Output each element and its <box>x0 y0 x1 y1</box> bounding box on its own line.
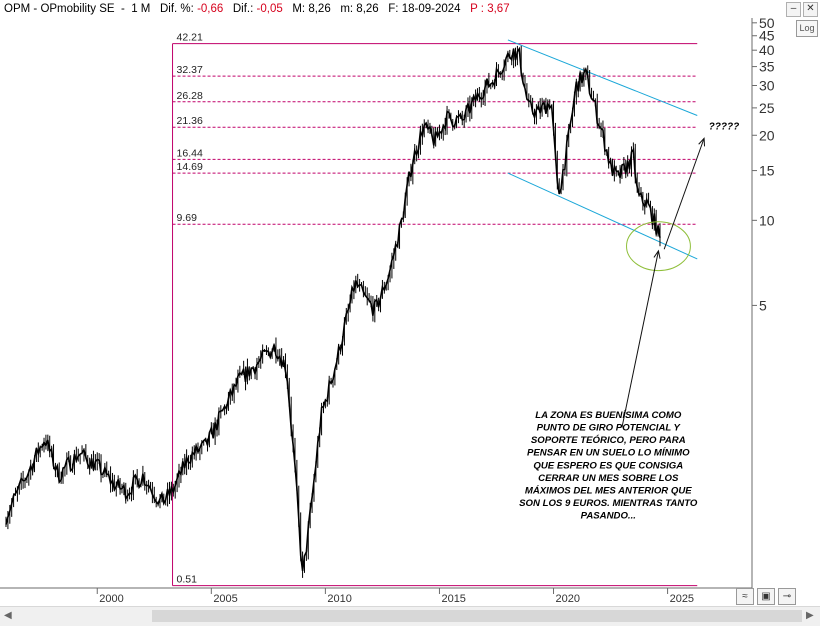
x-tick-label: 2020 <box>556 593 580 605</box>
horizontal-scrollbar[interactable]: ◀ ▶ <box>0 606 820 626</box>
support-zone-circle <box>626 221 691 272</box>
comment-line: PUNTO DE GIRO POTENCIAL Y <box>537 422 682 433</box>
p-label: P : <box>470 3 484 15</box>
question-annotation: ????? <box>709 121 740 132</box>
dif-label: Dif.: <box>232 3 254 15</box>
y-tick-label: 50 <box>759 15 775 31</box>
trend-channel <box>507 39 698 260</box>
y-tick-label: 35 <box>759 59 775 75</box>
max-label: M: <box>292 3 306 15</box>
comment-line: SOPORTE TEÓRICO, PERO PARA <box>531 434 686 446</box>
symbol: OPM <box>4 3 31 15</box>
price-series <box>5 45 661 578</box>
dif-pct-label: Dif. %: <box>159 3 194 15</box>
close-button[interactable]: ✕ <box>803 2 818 17</box>
fib-level-label: 9.69 <box>177 212 198 224</box>
date-label: F: <box>388 3 399 15</box>
fib-level-label: 0.51 <box>177 574 198 586</box>
price-close-line <box>5 46 661 571</box>
chart-toolbar-bottom: ≈ ▣ ⊸ <box>736 588 796 605</box>
arrow-head <box>698 137 706 147</box>
comment-line: SON LOS 9 EUROS. MIENTRAS TANTO <box>519 498 698 509</box>
x-tick-label: 2000 <box>99 593 123 605</box>
time-axis: 2000 2005 2010 2015 2020 2025 <box>96 588 694 605</box>
y-tick-label: 25 <box>759 100 775 116</box>
chart-header: OPM - OPmobility SE - 1 M Dif. %: -0,66 … <box>4 3 510 15</box>
minimize-button[interactable]: – <box>786 2 801 17</box>
fib-level-label: 21.36 <box>177 115 203 127</box>
y-tick-label: 5 <box>759 297 767 313</box>
scrollbar-thumb[interactable] <box>152 610 802 622</box>
instrument-name: OPmobility SE <box>40 3 115 15</box>
x-tick-label: 2010 <box>327 593 351 605</box>
pin-icon[interactable]: ⊸ <box>778 588 796 605</box>
comment-line: CERRAR UN MES SOBRE LOS <box>538 473 679 484</box>
min-label: m: <box>340 3 354 15</box>
period: 1 M <box>131 3 151 15</box>
comment-line: QUE ESPERO ES QUE CONSIGA <box>533 460 683 471</box>
fib-level-label: 26.28 <box>177 90 203 102</box>
log-scale-button[interactable]: Log <box>796 20 818 37</box>
y-tick-label: 10 <box>759 212 775 228</box>
fibonacci-retracement: 42.21 32.37 26.28 21.36 16.44 14.69 9.69 0.51 <box>172 32 698 587</box>
arrow-shaft <box>621 250 659 428</box>
window-controls: – ✕ <box>786 2 818 17</box>
x-tick-label: 2025 <box>670 593 694 605</box>
fib-level-label: 14.69 <box>177 161 203 173</box>
scroll-left-icon[interactable]: ◀ <box>4 610 12 621</box>
fib-level-label: 16.44 <box>177 147 203 159</box>
y-tick-label: 15 <box>759 163 775 179</box>
date-value: 18-09-2024 <box>401 3 461 15</box>
channel-lower-line <box>507 172 698 260</box>
comment-line: PASANDO... <box>581 511 636 522</box>
comment-line: PENSAR EN UN SUELO LO MÍNIMO <box>527 448 690 459</box>
fib-level-label: 32.37 <box>177 64 203 76</box>
fib-level-label: 42.21 <box>177 32 203 44</box>
max-value: 8,26 <box>308 3 331 15</box>
y-tick-label: 30 <box>759 78 775 94</box>
comment-line: MÁXIMOS DEL MES ANTERIOR QUE <box>525 485 692 496</box>
y-tick-label: 40 <box>759 42 775 58</box>
arrow-head <box>653 249 661 259</box>
support-zone-ellipse <box>626 221 691 272</box>
comment-line: LA ZONA ES BUENÍSIMA COMO <box>535 410 682 421</box>
channel-upper-line <box>507 39 698 116</box>
waves-icon[interactable]: ≈ <box>736 588 754 605</box>
p-value: 3,67 <box>487 3 510 15</box>
dif-value: -0,05 <box>256 3 283 15</box>
x-tick-label: 2005 <box>213 593 237 605</box>
min-value: 8,26 <box>356 3 379 15</box>
y-tick-label: 45 <box>759 28 775 44</box>
dif-pct-value: -0,66 <box>197 3 224 15</box>
save-icon[interactable]: ▣ <box>757 588 775 605</box>
x-tick-label: 2015 <box>441 593 465 605</box>
y-tick-label: 20 <box>759 127 775 143</box>
annotation-arrows <box>621 137 706 428</box>
scroll-right-icon[interactable]: ▶ <box>806 610 814 621</box>
arrow-shaft <box>663 138 705 250</box>
